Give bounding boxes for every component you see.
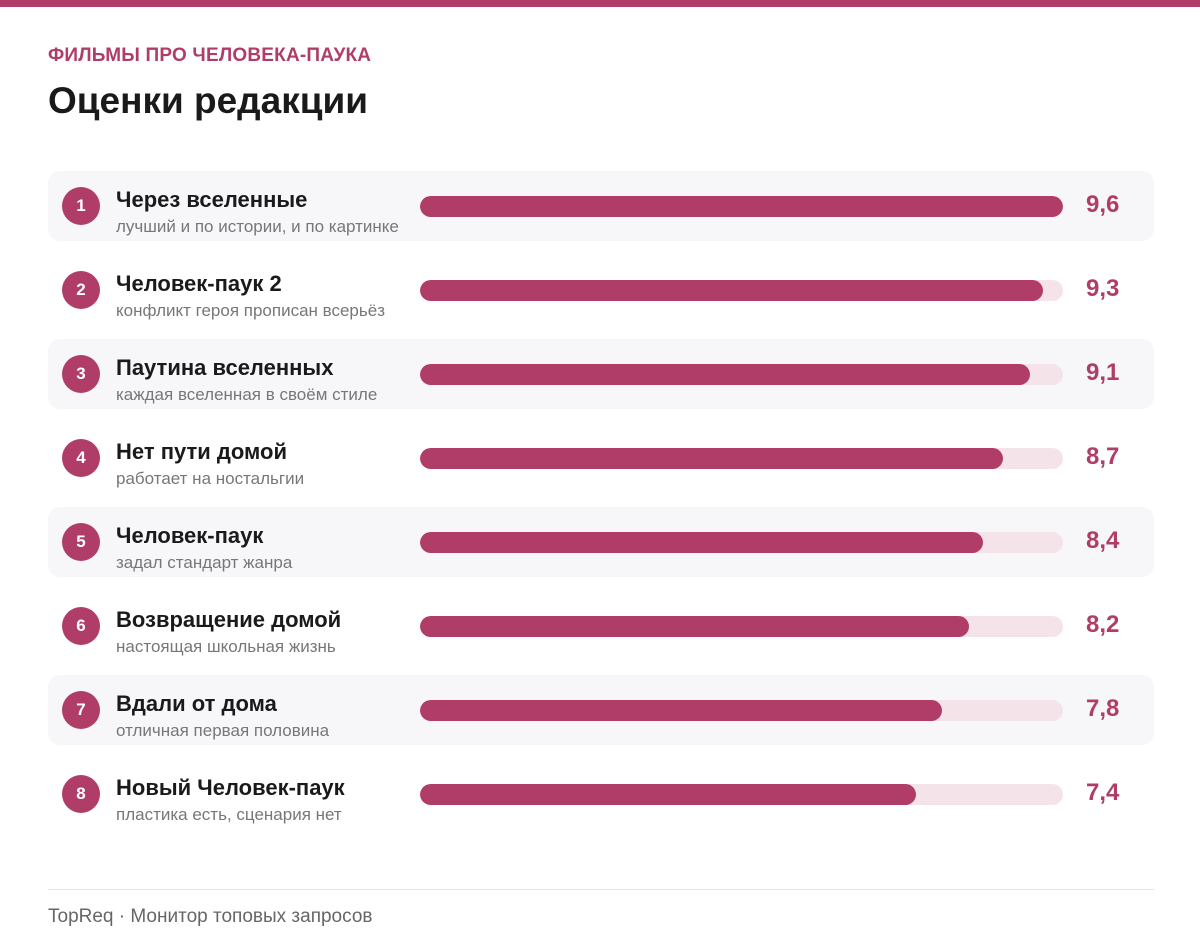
bar-fill [420,364,1030,385]
film-note: пластика есть, сценария нет [116,805,342,824]
rank-badge: 5 [62,523,100,561]
score-label: 9,1 [1086,359,1120,386]
film-title: Нет пути домой [116,439,287,464]
bar-fill [420,196,1063,217]
film-title: Новый Человек-паук [116,775,345,800]
rank-badge: 3 [62,355,100,393]
film-note: задал стандарт жанра [116,553,293,572]
chart-row: 5 Человек-паук задал стандарт жанра 8,4 [48,507,1154,577]
bar-fill [420,448,1003,469]
score-label: 9,6 [1086,191,1120,218]
rank-badge: 7 [62,691,100,729]
film-title: Человек-паук [116,523,264,548]
score-label: 7,8 [1086,695,1120,722]
chart-row: 2 Человек-паук 2 конфликт героя прописан в… [48,255,1154,325]
chart-row: 6 Возвращение домой настоящая школьная жиз… [48,591,1154,661]
bar-track [420,532,1063,553]
bar-track [420,448,1063,469]
bar-track [420,784,1063,805]
film-note: отличная первая половина [116,721,330,740]
score-label: 8,7 [1086,443,1120,470]
bar-track [420,280,1063,301]
film-note: работает на ностальгии [116,469,305,488]
chart-row: 7 Вдали от дома отличная первая половина 7,… [48,675,1154,745]
bar-track [420,196,1063,217]
score-label: 9,3 [1086,275,1120,302]
film-title: Через вселенные [116,187,308,212]
chart-row: 1 Через вселенные лучший и по истории, и п… [48,171,1154,241]
film-note: лучший и по истории, и по картинке [116,217,399,236]
film-title: Паутина вселенных [116,355,334,380]
film-note: каждая вселенная в своём стиле [116,385,378,404]
footer-divider [48,889,1154,890]
film-note: настоящая школьная жизнь [116,637,336,656]
footer-source: TopReq · Монитор топовых запросов [48,906,373,927]
rank-badge: 4 [62,439,100,477]
chart-row: 3 Паутина вселенных каждая вселенная в сво… [48,339,1154,409]
bar-track [420,700,1063,721]
ratings-chart: 1 Через вселенные лучший и по истории, и п… [48,171,1154,843]
rank-badge: 6 [62,607,100,645]
bar-track [420,364,1063,385]
score-label: 8,2 [1086,611,1120,638]
film-title: Возвращение домой [116,607,342,632]
bar-track [420,616,1063,637]
film-note: конфликт героя прописан всерьёз [116,301,385,320]
bar-fill [420,532,983,553]
bar-fill [420,784,916,805]
film-title: Человек-паук 2 [116,271,282,296]
score-label: 8,4 [1086,527,1120,554]
bar-fill [420,700,942,721]
rank-badge: 1 [62,187,100,225]
top-accent-bar [0,0,1200,7]
chart-row: 8 Новый Человек-паук пластика есть, сценар… [48,759,1154,829]
bar-fill [420,280,1043,301]
film-title: Вдали от дома [116,691,277,716]
kicker-label: ФИЛЬМЫ ПРО ЧЕЛОВЕКА-ПАУКА [48,45,372,66]
chart-row: 4 Нет пути домой работает на ностальгии 8,7 [48,423,1154,493]
rank-badge: 8 [62,775,100,813]
score-label: 7,4 [1086,779,1120,806]
rank-badge: 2 [62,271,100,309]
bar-fill [420,616,969,637]
page-title: Оценки редакции [48,80,368,121]
